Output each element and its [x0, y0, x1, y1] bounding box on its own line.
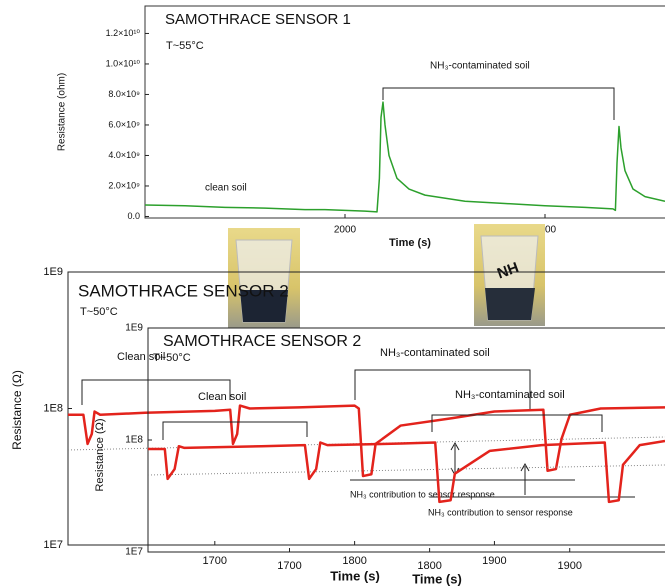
sensor1-chart: SAMOTHRACE SENSOR 1 T~55°C NH₃-contamina…: [57, 5, 665, 249]
x-tick-label: 1800: [342, 555, 366, 567]
annotation: NH₃-contaminated soil: [380, 347, 490, 359]
annotation: NH₃ contribution to sensor response: [350, 489, 495, 499]
chart-title: SAMOTHRACE SENSOR 2: [78, 281, 289, 300]
y-tick-label: 1.0×10¹⁰: [106, 58, 141, 68]
y-axis-title: Resistance (Ω): [94, 418, 106, 491]
data-line: [148, 439, 665, 504]
arrow: [450, 441, 460, 477]
x-tick-label: 1900: [557, 560, 581, 572]
y-tick-label: 1E7: [125, 547, 143, 558]
temperature-label: T~55°C: [166, 40, 204, 52]
photo: [228, 228, 300, 328]
annotation: NH₃-contaminated soil: [455, 389, 565, 401]
x-tick-label: 2500: [534, 225, 557, 236]
plot-frame: [67, 271, 665, 546]
chart-title: SAMOTHRACE SENSOR 1: [165, 11, 351, 28]
y-tick-label: 2.0×10⁹: [108, 180, 140, 190]
x-tick-label: 1700: [277, 560, 301, 572]
soil: [485, 288, 535, 320]
y-tick-label: 1E9: [43, 266, 63, 278]
y-tick-label: 0.0: [127, 211, 140, 221]
sensor2-front-chart: SAMOTHRACE SENSOR 2 T~50°C Clean soil NH…: [94, 323, 665, 586]
chart-title: SAMOTHRACE SENSOR 2: [163, 333, 361, 350]
x-tick-label: 2000: [334, 225, 357, 236]
y-axis-title: Resistance (ohm): [57, 73, 68, 151]
y-tick-label: 1E7: [43, 539, 63, 551]
baseline-trend: [147, 464, 665, 476]
annotation: NH₃ contribution to sensor response: [428, 507, 573, 517]
annotation: Clean soil: [117, 351, 165, 363]
photo: NH: [474, 224, 545, 326]
y-tick-label: 1E8: [125, 435, 143, 446]
y-tick-label: 6.0×10⁹: [108, 119, 140, 129]
x-tick-label: 1700: [203, 555, 227, 567]
bracket: [162, 421, 308, 440]
x-axis-title: Time (s): [389, 237, 431, 249]
x-axis-title: Time (s): [330, 568, 380, 583]
y-tick-label: 1.2×10¹⁰: [106, 28, 141, 38]
y-tick-label: 8.0×10⁹: [108, 89, 140, 99]
bracket: [382, 87, 615, 120]
y-tick-label: 1E9: [125, 323, 143, 334]
data-line: [68, 404, 665, 478]
y-axis-title: Resistance (Ω): [10, 370, 24, 450]
bracket: [354, 369, 531, 410]
annotation: Clean soil: [198, 391, 246, 403]
annotation: clean soil: [205, 183, 247, 194]
annotation: NH₃-contaminated soil: [430, 61, 530, 72]
x-tick-label: 1900: [482, 555, 506, 567]
temperature-label: T~50°C: [153, 352, 191, 364]
baseline-trend: [67, 436, 665, 451]
x-axis-title: Time (s): [412, 571, 462, 586]
sensor2-back-chart: SAMOTHRACE SENSOR 2 T~50°C Clean soil NH…: [10, 266, 665, 583]
soil: [240, 290, 288, 322]
plot-frame: [147, 327, 665, 553]
x-tick-label: 1800: [417, 560, 441, 572]
arrow: [520, 462, 530, 495]
data-line: [144, 101, 665, 213]
photo-label: NH: [495, 259, 521, 282]
y-tick-label: 4.0×10⁹: [108, 150, 140, 160]
plot-frame: [144, 5, 665, 219]
bracket: [431, 414, 603, 432]
y-tick-label: 1E8: [43, 402, 63, 414]
temperature-label: T~50°C: [80, 306, 118, 318]
bracket: [81, 379, 231, 405]
